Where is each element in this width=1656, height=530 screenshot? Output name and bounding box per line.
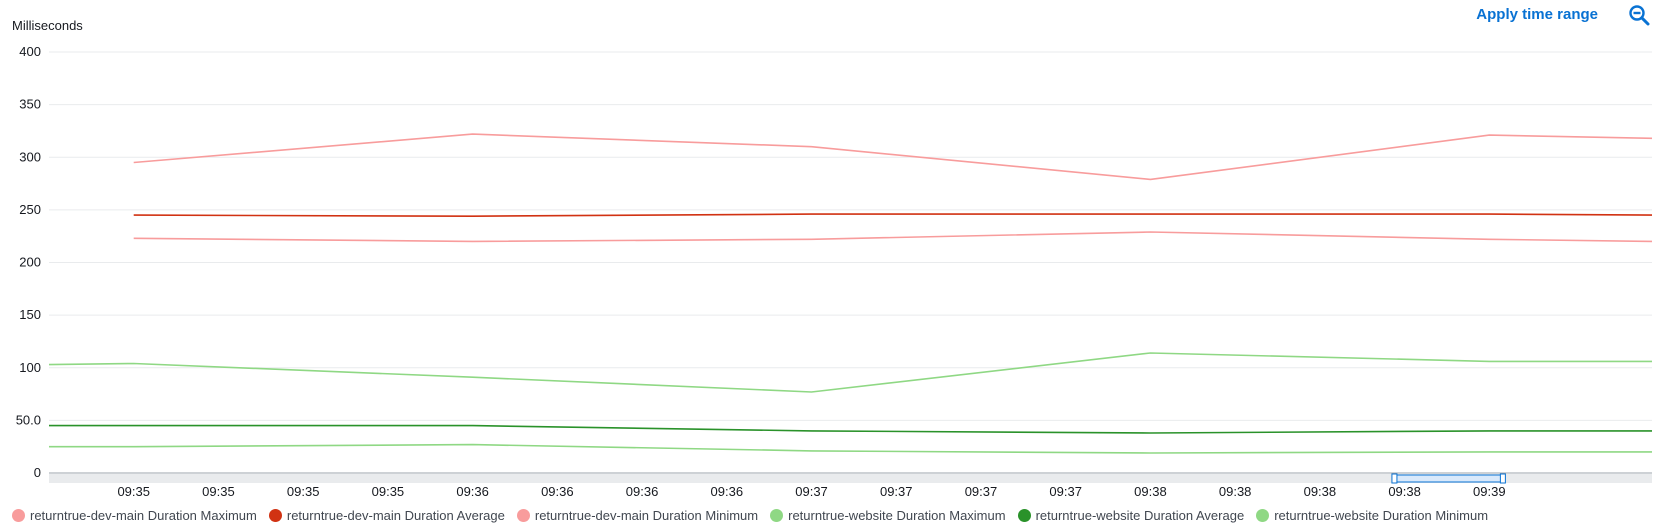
x-tick-label: 09:35 (202, 484, 235, 499)
x-tick-label: 09:39 (1473, 484, 1506, 499)
y-tick-label: 350 (19, 97, 41, 112)
legend-item[interactable]: returntrue-dev-main Duration Maximum (12, 506, 257, 524)
y-tick-label: 300 (19, 149, 41, 164)
x-tick-label: 09:38 (1388, 484, 1421, 499)
x-tick-label: 09:38 (1304, 484, 1337, 499)
grid (49, 51, 1652, 474)
legend: returntrue-dev-main Duration Maximum retu… (12, 506, 1488, 524)
series-line-6[interactable] (49, 443, 1652, 454)
legend-item[interactable]: returntrue-website Duration Average (1017, 506, 1245, 524)
legend-label: returntrue-dev-main Duration Maximum (30, 507, 257, 523)
x-tick-label: 09:35 (372, 484, 405, 499)
y-tick-label: 50.0 (16, 412, 41, 427)
zoom-out-icon[interactable] (1628, 4, 1650, 26)
legend-label: returntrue-website Duration Maximum (788, 507, 1006, 523)
y-tick-label: 0 (34, 465, 41, 480)
x-axis-track (49, 474, 1652, 483)
y-tick-label: 150 (19, 307, 41, 322)
legend-swatch (268, 508, 282, 522)
y-tick-label: 100 (19, 360, 41, 375)
legend-swatch (12, 508, 25, 522)
series-lines (48, 133, 1653, 454)
x-tick-label: 09:37 (880, 484, 913, 499)
x-tick-label: 09:37 (795, 484, 828, 499)
legend-swatch (1256, 508, 1270, 522)
legend-swatch (770, 508, 784, 522)
x-tick-label: 09:37 (1049, 484, 1082, 499)
x-tick-label: 09:37 (965, 484, 998, 499)
series-line-5[interactable] (49, 424, 1652, 434)
x-tick-label: 09:36 (456, 484, 489, 499)
brush-handle-right[interactable] (1499, 473, 1506, 484)
legend-label: returntrue-website Duration Average (1035, 507, 1245, 523)
x-tick-label: 09:36 (626, 484, 659, 499)
x-tick-label: 09:35 (287, 484, 320, 499)
series-line-2[interactable] (133, 213, 1653, 217)
series-line-1[interactable] (133, 133, 1653, 181)
brush-handle-left[interactable] (1391, 473, 1398, 484)
x-tick-label: 09:36 (541, 484, 574, 499)
legend-item[interactable]: returntrue-website Duration Maximum (770, 506, 1006, 524)
apply-time-range-button[interactable]: Apply time range (1476, 6, 1598, 23)
series-line-4[interactable] (48, 352, 1652, 393)
legend-item[interactable]: returntrue-dev-main Duration Average (268, 506, 505, 524)
y-tick-label: 400 (19, 44, 41, 59)
y-tick-label: 200 (19, 255, 41, 270)
x-axis: 09:35 09:35 09:35 09:35 09:36 09:36 09:36 09:36… (49, 474, 1652, 499)
x-tick-label: 09:38 (1134, 484, 1167, 499)
x-tick-label: 09:38 (1219, 484, 1252, 499)
x-tick-label: 09:36 (711, 484, 744, 499)
legend-label: returntrue-dev-main Duration Average (286, 507, 505, 523)
legend-label: returntrue-website Duration Minimum (1274, 507, 1489, 523)
legend-swatch (516, 508, 530, 522)
series-line-3[interactable] (133, 231, 1653, 243)
legend-swatch (1017, 508, 1031, 522)
y-axis-label: Milliseconds (12, 18, 83, 33)
legend-item[interactable]: returntrue-dev-main Duration Minimum (516, 506, 759, 524)
x-tick-label: 09:35 (117, 484, 150, 499)
legend-label: returntrue-dev-main Duration Minimum (534, 507, 759, 523)
time-brush[interactable] (1391, 473, 1506, 484)
y-tick-label: 250 (19, 202, 41, 217)
y-axis: 0 50.0 100 150 200 250 300 350 400 (16, 44, 41, 480)
brush-selection[interactable] (1393, 474, 1504, 483)
legend-item[interactable]: returntrue-website Duration Minimum (1256, 506, 1488, 524)
